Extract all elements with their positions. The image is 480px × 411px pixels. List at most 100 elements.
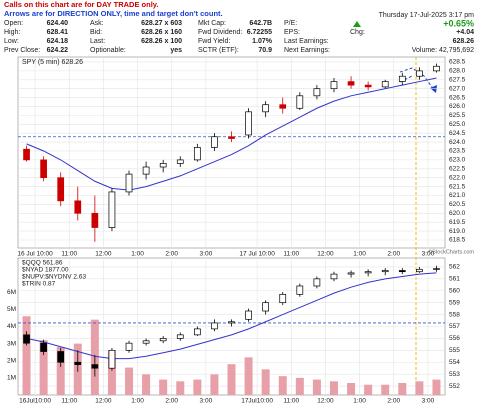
candle-body [125, 342, 133, 351]
y-tick-label: 552 [449, 383, 460, 390]
x-tick-label: 11:00 [283, 251, 299, 258]
volume-bar [432, 379, 441, 395]
x-tick-label: 11:00 [283, 398, 299, 405]
candle-body [245, 310, 252, 320]
chg: +4.04 [456, 29, 474, 36]
y-tick-label: 627.0 [449, 85, 466, 92]
field-value: 1.07% [252, 38, 273, 45]
volume-bar [210, 374, 219, 395]
field-value: 624.40 [47, 20, 69, 27]
up-arrow [353, 21, 361, 27]
candle-body [193, 147, 201, 161]
candle-body [364, 84, 372, 88]
volume-bar [261, 369, 270, 395]
field-label: SCTR (ETF): [198, 47, 239, 54]
candle-body [347, 272, 355, 275]
candle-body [245, 111, 252, 136]
y-tick-label: 621.0 [449, 192, 466, 199]
field-label: Low: [4, 38, 19, 45]
y-tick-label: 618.5 [449, 237, 466, 244]
candle-body [57, 351, 65, 363]
candle-body [296, 95, 304, 109]
y-tick-label: 620.0 [449, 210, 466, 217]
field-value: 628.41 [47, 29, 69, 36]
candle-body [108, 191, 116, 228]
field-label: Ask: [90, 20, 104, 27]
volume-tick-label: 6M [7, 289, 16, 296]
candle-body [279, 104, 287, 109]
candle-body [108, 349, 116, 369]
field-label: Optionable: [90, 47, 126, 54]
change-pct: +0.65% [443, 18, 474, 28]
y-tick-label: 624.5 [449, 130, 466, 137]
legend-entry: $TRIN 0.87 [22, 281, 56, 288]
quote-table: Open: 624.40 High: 628.41 Low: 624.18 Prev Clo… [4, 20, 330, 54]
y-tick-label: 621.5 [449, 183, 466, 190]
field-value: 70.9 [258, 47, 272, 54]
candle-body [347, 81, 355, 86]
volume-bar [22, 316, 31, 395]
legend-entry: $NYAD 1877.00 [22, 267, 69, 274]
field-value: 6.72255 [247, 29, 272, 36]
volume: Volume: 42,795,692 [412, 47, 474, 54]
volume-bar [398, 383, 407, 395]
y-tick-label: 623.5 [449, 148, 466, 155]
volume-bar [159, 379, 168, 395]
field-value: 642.7B [249, 20, 272, 27]
candle-body [125, 173, 133, 193]
volume-tick-label: 3M [7, 340, 16, 347]
field-label: Fwd Yield: [198, 38, 230, 45]
candle-body [416, 268, 423, 273]
x-tick-label: 3:00 [200, 398, 213, 405]
moving-average [26, 272, 437, 360]
y-tick-label: 553 [449, 371, 460, 378]
arrow-head [430, 85, 437, 93]
candle-body [91, 212, 99, 228]
y-tick-label: 624.0 [449, 139, 466, 146]
candle-body [176, 334, 184, 339]
candle-body [313, 278, 321, 287]
y-tick-label: 622.5 [449, 166, 466, 173]
field-value: 628.27 x 603 [141, 20, 182, 27]
volume-bar [142, 374, 151, 395]
y-tick-label: 560 [449, 287, 460, 294]
volume-bar [193, 379, 202, 395]
y-tick-label: 625.5 [449, 112, 466, 119]
x-tick-label: 1:00 [353, 398, 366, 405]
field-value: 624.22 [47, 47, 69, 54]
y-tick-label: 558 [449, 311, 460, 318]
date: Thursday 17-Jul-2025 3:17 pm [379, 12, 474, 19]
candle-body [159, 163, 167, 168]
candle-body [279, 293, 287, 304]
candle-body [433, 268, 440, 270]
volume-bar [381, 384, 390, 395]
volume-bar [107, 350, 116, 395]
volume-bar [278, 376, 287, 395]
volume-tick-label: 4M [7, 323, 16, 330]
field-label: Open: [4, 20, 23, 27]
candle-body [57, 177, 65, 202]
field-label: Mkt Cap: [198, 20, 226, 27]
x-tick-label: 11:00 [61, 398, 77, 405]
field-label: Last: [90, 38, 105, 45]
field-label: Fwd Dividend: [198, 29, 242, 36]
x-tick-label: 1:00 [131, 251, 144, 258]
field-value: 628.26 x 160 [141, 29, 182, 36]
legend-entry: $QQQ 561.86 [22, 260, 63, 267]
candle-body [211, 322, 218, 330]
x-tick-label: 16 Jul 10:00 [17, 251, 53, 258]
x-tick-label: 3:00 [422, 398, 435, 405]
field-label: Prev Close: [4, 47, 40, 54]
volume-bar [56, 347, 65, 395]
candle-body [296, 285, 304, 295]
volume-tick-label: 1M [7, 375, 16, 382]
x-tick-label: 17Jul10:00 [241, 398, 273, 405]
y-tick-label: 557 [449, 323, 460, 330]
last: 628.26 [453, 38, 475, 45]
candle-body [330, 273, 338, 280]
field-value: 624.18 [47, 38, 69, 45]
x-tick-label: 16Jul10:00 [19, 398, 51, 405]
field-label: EPS: [284, 29, 300, 36]
candle-body [211, 136, 218, 148]
